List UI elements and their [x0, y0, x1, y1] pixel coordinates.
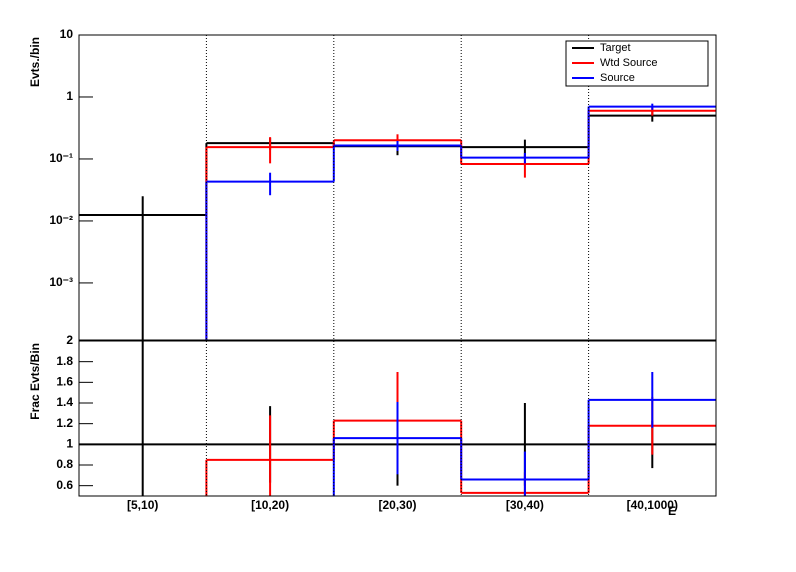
y-axis-title: Evts./bin [28, 37, 42, 87]
x-tick-label: [40,1000) [627, 498, 678, 512]
y-tick-label: 2 [66, 333, 73, 347]
y-tick-label: 10⁻² [49, 213, 73, 227]
x-tick-label: [20,30) [378, 498, 416, 512]
frame [78, 340, 717, 497]
legend-label: Wtd Source [600, 57, 657, 69]
x-tick-label: [10,20) [251, 498, 289, 512]
y-tick-label: 1.4 [56, 395, 73, 409]
x-axis-title: E [668, 504, 676, 518]
x-tick-label: [30,40) [506, 498, 544, 512]
legend-label: Target [600, 42, 631, 54]
y-tick-label: 1.6 [56, 375, 73, 389]
y-tick-label: 10⁻¹ [49, 151, 73, 165]
y-tick-label: 0.6 [56, 478, 73, 492]
plot-area [79, 341, 716, 496]
y-tick-label: 10⁻³ [49, 275, 73, 289]
x-tick-label: [5,10) [127, 498, 158, 512]
y-tick-label: 1.2 [56, 416, 73, 430]
y-axis-title: Frac Evts/Bin [28, 343, 42, 420]
frame [78, 34, 717, 341]
y-tick-label: 10 [60, 27, 74, 41]
legend: Target Wtd Source Source [565, 40, 709, 87]
y-tick-label: 1 [66, 89, 73, 103]
legend-label: Source [600, 72, 635, 84]
y-tick-label: 0.8 [56, 457, 73, 471]
plot-area [79, 103, 716, 340]
y-tick-label: 1 [66, 437, 73, 451]
y-tick-label: 1.8 [56, 354, 73, 368]
